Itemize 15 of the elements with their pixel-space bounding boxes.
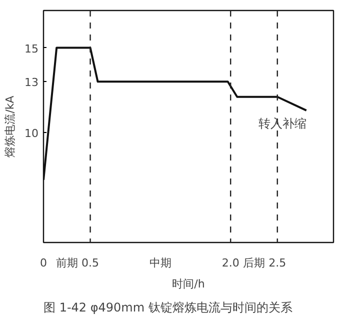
y-axis-title: 熔炼电流/kA — [4, 95, 17, 158]
y-tick-label: 13 — [24, 76, 39, 90]
x-axis-title: 时间/h — [172, 278, 205, 290]
annotation: 转入补缩 — [258, 116, 306, 130]
x-tick-label: 0.5 — [82, 256, 100, 270]
y-tick-label: 10 — [24, 126, 39, 140]
y-tick-label: 15 — [24, 42, 39, 56]
text: 后期 — [242, 256, 265, 270]
text: 中期 — [149, 256, 172, 270]
text: 图 1-42 φ490mm 钛锭熔炼电流与时间的关系 — [44, 300, 292, 314]
text: 前期 — [56, 256, 78, 270]
x-tick-label: 2.0 — [222, 256, 240, 270]
x-tick-label: 0 — [40, 256, 47, 270]
line-series — [44, 46, 308, 181]
x-tick-label: 2.5 — [268, 256, 286, 270]
